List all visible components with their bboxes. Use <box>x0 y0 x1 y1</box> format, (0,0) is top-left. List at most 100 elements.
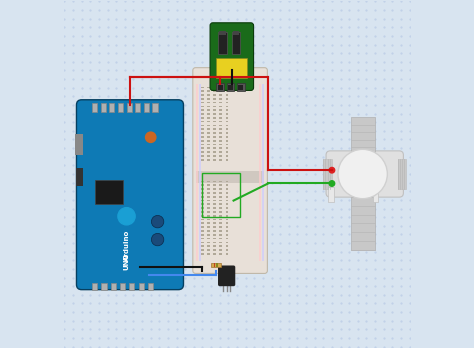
Bar <box>213 204 216 205</box>
Bar <box>201 94 203 96</box>
Bar <box>207 222 210 224</box>
Bar <box>226 136 228 138</box>
Bar <box>213 94 216 96</box>
Text: Arduino: Arduino <box>124 229 129 261</box>
Bar <box>211 263 221 267</box>
Bar <box>213 234 216 236</box>
Bar <box>207 87 210 88</box>
Bar <box>226 226 228 228</box>
Bar <box>148 283 153 290</box>
Bar <box>207 226 210 228</box>
Bar <box>226 249 228 251</box>
Bar <box>213 253 216 255</box>
Bar <box>219 245 222 247</box>
Bar <box>219 128 222 130</box>
Bar <box>219 253 222 255</box>
Bar <box>219 117 222 119</box>
Bar <box>202 173 240 216</box>
Bar <box>201 117 203 119</box>
Bar <box>207 128 210 130</box>
Bar <box>226 105 228 107</box>
Bar <box>201 121 203 122</box>
Bar <box>201 219 203 220</box>
Bar <box>226 90 228 92</box>
Bar <box>219 148 222 149</box>
Bar <box>373 187 378 203</box>
Bar <box>213 105 216 107</box>
Bar <box>213 128 216 130</box>
Bar <box>219 204 222 205</box>
FancyBboxPatch shape <box>218 266 235 286</box>
Bar <box>226 253 228 255</box>
Bar <box>226 184 228 186</box>
Bar <box>226 188 228 190</box>
Bar <box>207 102 210 103</box>
Bar <box>219 140 222 142</box>
Bar <box>201 215 203 216</box>
Bar <box>226 200 228 201</box>
Bar <box>219 125 222 126</box>
Bar <box>226 192 228 194</box>
Bar <box>226 238 228 239</box>
Bar <box>207 125 210 126</box>
Bar <box>153 103 157 112</box>
Bar <box>226 245 228 247</box>
Bar <box>226 94 228 96</box>
Bar <box>219 144 222 145</box>
Bar <box>219 90 222 92</box>
Bar <box>201 245 203 247</box>
Bar <box>135 103 140 112</box>
Bar <box>226 140 228 142</box>
Bar <box>213 245 216 247</box>
Bar <box>213 117 216 119</box>
Bar <box>351 197 375 250</box>
Bar <box>207 184 210 186</box>
Bar <box>218 85 222 90</box>
Bar <box>219 94 222 96</box>
Bar <box>238 85 243 90</box>
Bar <box>216 58 247 78</box>
Bar <box>201 242 203 243</box>
Bar <box>75 134 83 155</box>
Bar <box>219 159 222 160</box>
Bar <box>201 204 203 205</box>
Bar <box>219 215 222 216</box>
Bar <box>207 242 210 243</box>
Bar <box>127 103 132 112</box>
Bar <box>196 171 264 183</box>
Bar <box>92 103 97 112</box>
Bar <box>213 207 216 209</box>
Bar <box>201 222 203 224</box>
Bar <box>201 184 203 186</box>
Bar <box>219 219 222 220</box>
Bar <box>226 102 228 103</box>
Bar <box>219 87 222 88</box>
Bar <box>226 219 228 220</box>
Bar <box>201 87 203 88</box>
Bar <box>226 87 228 88</box>
Bar <box>226 109 228 111</box>
Bar <box>201 155 203 157</box>
Bar <box>226 215 228 216</box>
Bar <box>201 207 203 209</box>
Bar <box>216 82 224 91</box>
Bar <box>207 253 210 255</box>
Bar <box>201 159 203 160</box>
Bar <box>226 98 228 100</box>
Bar <box>259 85 261 261</box>
Bar <box>213 136 216 138</box>
Bar <box>201 109 203 111</box>
Bar <box>213 113 216 115</box>
Bar <box>213 249 216 251</box>
Bar <box>201 200 203 201</box>
Bar <box>219 211 222 213</box>
Bar <box>219 105 222 107</box>
FancyBboxPatch shape <box>326 151 403 197</box>
Bar <box>219 109 222 111</box>
Bar <box>76 168 83 186</box>
Bar <box>207 204 210 205</box>
Bar <box>207 121 210 122</box>
FancyBboxPatch shape <box>210 23 254 90</box>
Bar <box>207 117 210 119</box>
Bar <box>201 102 203 103</box>
